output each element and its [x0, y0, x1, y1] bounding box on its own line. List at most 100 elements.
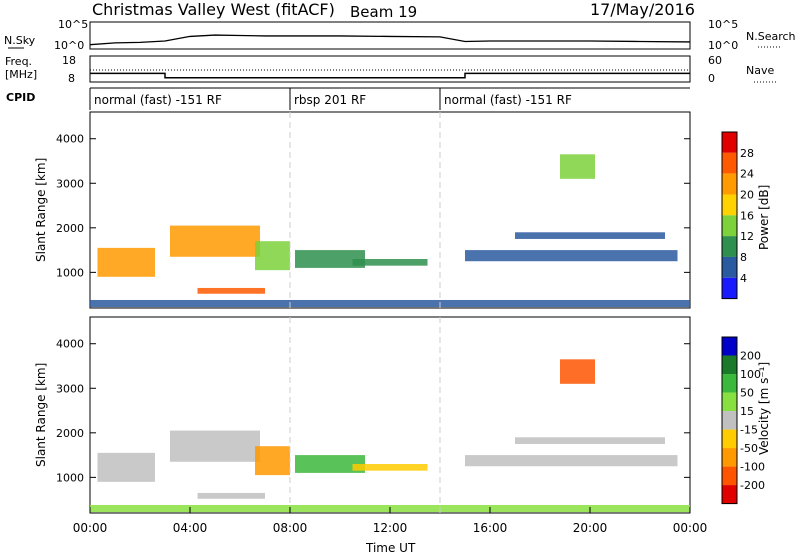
power-panel: 1000 2000 3000 4000 Slant Range [km]: [34, 111, 691, 309]
velocity-colorbar-label: Velocity [m s⁻¹]: [757, 362, 771, 455]
cpid-segment-label: rbsp 201 RF: [294, 93, 366, 107]
y-tick-label: 2000: [56, 427, 84, 440]
data-region: [97, 452, 155, 482]
cpid-segment-label: normal (fast) -151 RF: [444, 93, 572, 107]
data-region: [515, 232, 665, 239]
velocity-y-axis-label: Slant Range [km]: [34, 363, 48, 467]
velocity-panel-frame: [89, 316, 691, 514]
date-label: 17/May/2016: [590, 0, 695, 19]
nsearch-tick-bottom: 10^0: [708, 39, 738, 52]
x-tick-label: 12:00: [373, 521, 408, 535]
colorbar-tick-label: -200: [740, 479, 765, 492]
power-colorbar-label: Power [dB]: [757, 185, 771, 250]
data-region: [295, 455, 365, 473]
colorbar-tick-label: 28: [740, 147, 754, 160]
data-region: [90, 299, 690, 308]
data-region: [352, 259, 428, 266]
data-region: [255, 446, 290, 476]
colorbar-segment: [722, 132, 737, 153]
nsearch-tick-top: 10^5: [708, 18, 738, 31]
colorbar-segment: [722, 355, 737, 375]
data-region: [295, 250, 365, 268]
colorbar-segment: [722, 152, 737, 174]
colorbar-frame: [721, 336, 738, 505]
colorbar-tick-label: 12: [740, 230, 754, 243]
colorbar-segment: [722, 448, 737, 467]
velocity-colorbar: 200 100 50 15 -15 -50 -100 -200: [721, 336, 765, 505]
colorbar-segment: [722, 277, 737, 299]
colorbar-segment: [722, 392, 737, 412]
x-tick-label: 20:00: [573, 521, 608, 535]
colorbar-segment: [722, 236, 737, 257]
colorbar-tick-label: 50: [740, 387, 754, 400]
figure-title: Christmas Valley West (fitACF): [92, 0, 335, 19]
power-y-ticks: 1000 2000 3000 4000: [56, 133, 690, 279]
colorbar-segment: [722, 173, 737, 195]
colorbar-segment: [722, 485, 737, 504]
data-region: [255, 241, 290, 271]
data-region: [170, 225, 260, 257]
y-tick-label: 1000: [56, 266, 84, 279]
time-axis-label: Time UT: [365, 541, 416, 554]
power-panel-frame: [89, 111, 691, 309]
data-region: [170, 430, 260, 462]
nsearch-label: N.Search: [746, 30, 796, 43]
colorbar-tick-label: 4: [740, 272, 747, 285]
freq-panel-frame: [89, 55, 691, 83]
colorbar-tick-label: 15: [740, 405, 754, 418]
colorbar-segment: [722, 215, 737, 237]
beam-label: Beam 19: [350, 3, 417, 21]
colorbar-tick-label: 100: [740, 368, 761, 381]
colorbar-tick-label: 20: [740, 188, 754, 201]
velocity-panel: 1000 2000 3000 4000 Slant Range [km]: [34, 316, 691, 514]
velocity-y-ticks: 1000 2000 3000 4000: [56, 338, 690, 484]
x-tick-label: 04:00: [173, 521, 208, 535]
y-tick-label: 3000: [56, 382, 84, 395]
power-colorbar: 28 24 20 16 12 8 4: [721, 131, 754, 300]
colorbar-segment: [722, 337, 737, 356]
nave-tick-bottom: 0: [708, 72, 715, 85]
nave-tick-top: 60: [708, 54, 722, 67]
colorbar-segment: [722, 374, 737, 393]
colorbar-tick-label: 16: [740, 209, 754, 222]
nsky-label: N.Sky: [4, 34, 36, 47]
colorbar-tick-label: -50: [740, 442, 758, 455]
colorbar-segment: [722, 194, 737, 216]
cpid-segments: normal (fast) -151 RF rbsp 201 RF normal (…: [89, 88, 572, 110]
data-region: [515, 437, 665, 444]
colorbar-segment: [722, 429, 737, 449]
power-y-axis-label: Slant Range [km]: [34, 158, 48, 262]
power-data-regions: [90, 112, 690, 308]
data-region: [560, 154, 595, 179]
data-region: [560, 359, 595, 384]
nave-label: Nave: [746, 64, 774, 77]
x-tick-label: 00:00: [73, 521, 108, 535]
data-region: [197, 492, 265, 499]
data-region: [465, 455, 678, 467]
y-tick-label: 4000: [56, 338, 84, 351]
freq-series-line: [90, 72, 690, 79]
nsky-panel-frame: [89, 21, 691, 50]
y-tick-label: 3000: [56, 177, 84, 190]
nsky-tick-bottom: 10^0: [54, 39, 84, 52]
nsky-tick-top: 10^5: [58, 18, 88, 31]
colorbar-segment: [722, 256, 737, 278]
colorbar-segment: [722, 466, 737, 486]
x-tick-label: 08:00: [273, 521, 308, 535]
data-region: [197, 287, 265, 294]
y-tick-label: 4000: [56, 133, 84, 146]
colorbar-tick-label: -100: [740, 461, 765, 474]
data-region: [352, 464, 428, 471]
colorbar-frame: [721, 131, 738, 300]
colorbar-tick-label: -15: [740, 424, 758, 437]
y-tick-label: 1000: [56, 471, 84, 484]
data-region: [97, 247, 155, 277]
data-region: [465, 250, 678, 262]
colorbar-tick-label: 24: [740, 168, 754, 181]
freq-unit-label: [MHz]: [5, 68, 37, 81]
x-tick-label: 16:00: [473, 521, 508, 535]
time-x-ticks: 00:00 04:00 08:00 12:00 16:00 20:00 00:00: [73, 507, 707, 535]
colorbar-tick-label: 8: [740, 251, 747, 264]
cpid-label: CPID: [6, 91, 35, 104]
freq-tick-top: 18: [62, 54, 76, 67]
